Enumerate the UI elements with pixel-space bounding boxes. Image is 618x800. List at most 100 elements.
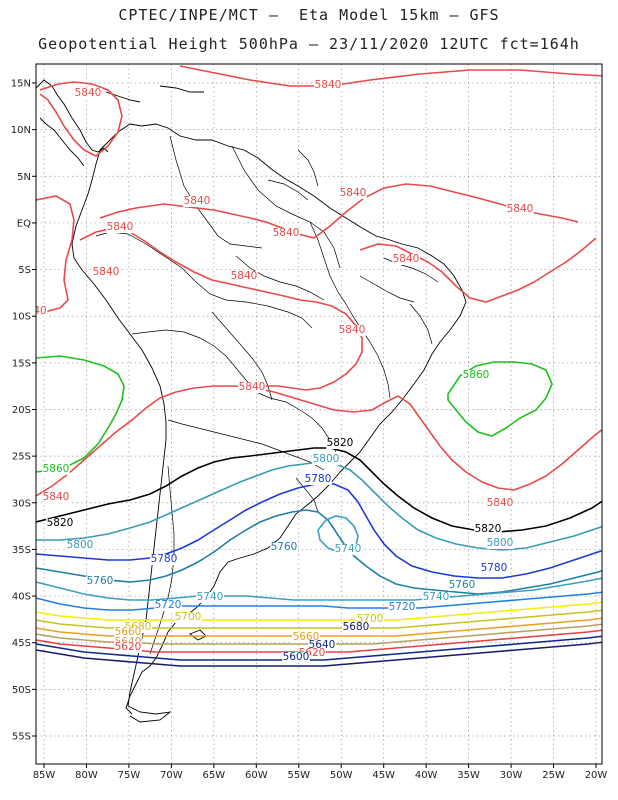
contour-label-bg [86,576,114,587]
lon-tick-label: 40W [415,770,438,781]
contour-label-bg [42,492,70,503]
contour-label: 5840 [231,270,258,282]
contour-label-bg [66,540,94,551]
lat-tick-label: 10N [11,125,31,136]
contour-label: 5840 [184,195,211,207]
contour-label: 5660 [115,626,142,638]
contour-label-bg [174,612,202,623]
lat-tick-label: EQ [17,218,31,229]
lon-tick-label: 70W [160,770,183,781]
contour-label-bg [36,306,48,317]
contour-label: 5800 [313,453,340,465]
contour-label-bg [282,652,310,663]
lon-tick-label: 20W [585,770,608,781]
contour-label-bg [42,464,70,475]
contour-label-bg [312,454,340,465]
contour-label: 5840 [507,203,534,215]
lat-tick-label: 30S [12,498,31,509]
contour-label: 5840 [315,79,342,91]
lat-tick-label: 10S [12,312,31,323]
lon-tick-label: 35W [457,770,480,781]
lon-tick-label: 25W [542,770,565,781]
contour-label: 5780 [305,473,332,485]
lat-tick-label: 15S [12,358,31,369]
contour-label: 5740 [197,591,224,603]
contour-label: 5860 [43,463,70,475]
coastline-layer [36,79,467,723]
lon-tick-label: 60W [245,770,268,781]
contour-label: 5800 [67,539,94,551]
contour-label: 5840 [239,381,266,393]
contour-label: 5680 [343,621,370,633]
contour-label: 5840 [340,187,367,199]
contour-label-bg [356,614,384,625]
lat-tick-label: 5N [17,172,31,183]
lat-tick-label: 40S [12,592,31,603]
contour-label-bg [270,542,298,553]
contour-label-layer: 5840 5840 5840 5840 5840 5840 5840 5840 5840 5840… [33,79,534,663]
contour-label: 5820 [327,437,354,449]
lon-tick-label: 50W [330,770,353,781]
contour-label-bg [196,592,224,603]
lon-tick-label: 65W [203,770,226,781]
contour-label: 5700 [175,611,202,623]
contour-label-bg [46,518,74,529]
contour-label: 5760 [449,579,476,591]
contour-label-bg [422,592,450,603]
contour-label-bg [342,622,370,633]
contour-label-bg [106,222,134,233]
map-title-line2: Geopotential Height 500hPa – 23/11/2020 … [38,35,580,53]
contour-label-bg [114,627,142,638]
contour-label-bg [506,204,534,215]
contour-layer [36,65,602,667]
axis-ticks: 15N 10N 5N EQ 5S 10S 15S 20S 25S 30S 35S 40S 45S 50S 5… [11,79,608,782]
contour-label-bg [474,524,502,535]
lon-tick-label: 30W [500,770,523,781]
contour-label-bg [74,88,102,99]
lat-tick-label: 55S [12,732,31,743]
contour-label: 5840 [93,266,120,278]
contour-label: 5840 [339,324,366,336]
contour-label: 5720 [389,601,416,613]
contour-label-bg [486,538,514,549]
contour-label-bg [308,640,336,651]
contour-label-bg [334,544,362,555]
contour-label-bg [326,438,354,449]
contour-label: 5840 [273,227,300,239]
contour-label: 5760 [271,541,298,553]
contour-label: 5840 [487,497,514,509]
lat-tick-label: 15N [11,79,31,90]
contour-label-bg [114,642,142,653]
contour-label-bg [462,370,490,381]
lon-tick-label: 75W [118,770,141,781]
contour-label: 5780 [481,562,508,574]
lat-tick-label: 35S [12,545,31,556]
contour-label: 5760 [87,575,114,587]
contour-label-bg [150,554,178,565]
contour-label-bg [392,254,420,265]
contour-label: 5820 [47,517,74,529]
lat-tick-label: 20S [12,405,31,416]
contour-label-bg [486,498,514,509]
contour-label-bg [304,474,332,485]
contour-label-bg [230,271,258,282]
contour-label-bg [92,267,120,278]
contour-label: 5820 [475,523,502,535]
contour-label-bg [298,648,326,659]
lat-tick-label: 25S [12,452,31,463]
contour-label: 5840 [393,253,420,265]
contour-label-bg [480,563,508,574]
contour-label: 5720 [155,599,182,611]
map-title-line1: CPTEC/INPE/MCT – Eta Model 15km – GFS [118,6,500,24]
contour-label: 5740 [335,543,362,555]
contour-label: 5780 [151,553,178,565]
contour-label-bg [448,580,476,591]
contour-label-bg [154,600,182,611]
lat-tick-label: 5S [18,265,31,276]
contour-label-bg [338,325,366,336]
contour-label: 5840 [75,87,102,99]
contour-label: 5860 [463,369,490,381]
contour-label: 40 [33,305,46,317]
contour-label-bg [339,188,367,199]
